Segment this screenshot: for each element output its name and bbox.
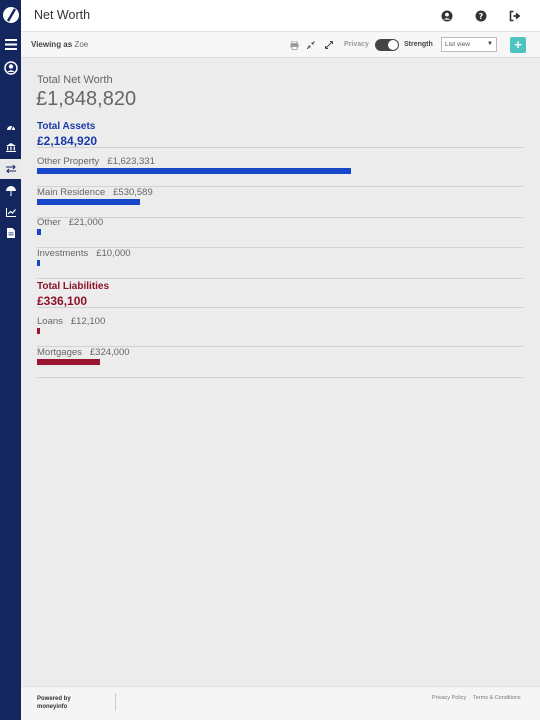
powered-by-line1: Powered by <box>37 696 71 702</box>
privacy-policy-link[interactable]: Privacy Policy <box>432 695 467 701</box>
asset-row[interactable]: Investments £10,000 <box>37 248 523 279</box>
liability-bar <box>37 358 100 365</box>
asset-amount: £10,000 <box>96 247 131 259</box>
chevron-down-icon: ▼ <box>487 41 493 47</box>
profile-icon[interactable] <box>0 60 21 76</box>
liabilities-divider <box>37 307 523 308</box>
total-net-worth-label: Total Net Worth <box>37 74 113 86</box>
privacy-label: Privacy <box>344 41 369 48</box>
liability-bar <box>37 328 40 334</box>
liability-row[interactable]: Mortgages £324,000 <box>37 347 523 378</box>
asset-row-label: Other Property £1,623,331 <box>37 156 155 167</box>
top-bar: Net Worth ? <box>21 0 540 32</box>
asset-bar <box>37 198 140 205</box>
asset-row[interactable]: Other £21,000 <box>37 217 523 248</box>
add-button[interactable]: + <box>510 37 526 53</box>
liability-row-label: Loans £12,100 <box>37 316 105 327</box>
asset-name: Main Residence <box>37 186 106 198</box>
view-select[interactable]: List view ▼ <box>441 37 497 52</box>
asset-name: Other Property <box>37 156 100 167</box>
viewing-label: Viewing as <box>31 40 73 49</box>
asset-bar <box>37 259 40 266</box>
sidebar <box>0 0 21 720</box>
asset-amount: £530,589 <box>113 186 153 198</box>
liability-amount: £12,100 <box>70 316 106 327</box>
asset-row-label: Main Residence £530,589 <box>37 187 153 198</box>
bank-icon[interactable] <box>0 140 21 154</box>
transfer-icon[interactable] <box>0 159 21 179</box>
viewing-as[interactable]: Viewing as Zoe <box>31 40 88 49</box>
expand-icon[interactable] <box>324 40 334 50</box>
asset-bar <box>37 168 351 174</box>
privacy-strength-toggle[interactable] <box>375 39 399 51</box>
powered-by-line2: moneyinfo <box>37 704 68 710</box>
liability-name: Mortgages <box>37 346 82 358</box>
shrink-icon[interactable] <box>306 40 316 50</box>
asset-name: Other <box>37 217 61 228</box>
total-net-worth-value: £1,848,820 <box>36 88 137 110</box>
liability-amount: £324,000 <box>89 346 130 358</box>
liability-name: Loans <box>37 316 63 327</box>
liability-row[interactable]: Loans £12,100 <box>37 316 523 347</box>
footer-separator <box>115 693 116 711</box>
asset-amount: £1,623,331 <box>107 156 155 167</box>
view-select-value: List view <box>445 41 470 48</box>
total-assets-title: Total Assets <box>37 121 96 132</box>
assets-divider <box>37 147 523 148</box>
asset-amount: £21,000 <box>68 217 104 228</box>
asset-name: Investments <box>37 247 89 259</box>
svg-text:?: ? <box>479 12 484 21</box>
asset-row[interactable]: Main Residence £530,589 <box>37 187 523 218</box>
liability-row-label: Mortgages £324,000 <box>37 347 130 358</box>
asset-row[interactable]: Other Property £1,623,331 <box>37 156 523 187</box>
footer: Powered by moneyinfo Privacy Policy Term… <box>21 686 540 720</box>
asset-row-label: Investments £10,000 <box>37 248 131 259</box>
asset-row-label: Other £21,000 <box>37 217 103 228</box>
help-icon[interactable]: ? <box>474 9 488 23</box>
document-icon[interactable] <box>0 226 21 240</box>
strength-label: Strength <box>404 41 433 48</box>
viewing-name: Zoe <box>74 40 89 49</box>
toggle-knob <box>388 40 398 50</box>
dashboard-icon[interactable] <box>0 120 21 134</box>
total-liabilities-value: £336,100 <box>37 294 88 308</box>
user-icon[interactable] <box>440 9 454 23</box>
terms-link[interactable]: Terms & Conditions <box>473 695 521 701</box>
menu-icon[interactable] <box>0 36 21 52</box>
umbrella-icon[interactable] <box>0 184 21 198</box>
total-liabilities-title: Total Liabilities <box>37 281 110 292</box>
logout-icon[interactable] <box>508 9 522 23</box>
print-icon[interactable] <box>289 40 299 50</box>
page-title: Net Worth <box>34 8 91 22</box>
toolbar: Viewing as Zoe Privacy Strength List vie… <box>21 32 540 58</box>
powered-by: Powered by moneyinfo <box>37 695 71 711</box>
chart-icon[interactable] <box>0 205 21 219</box>
app-logo-icon[interactable] <box>0 0 21 30</box>
asset-bar <box>37 229 41 235</box>
total-assets-value: £2,184,920 <box>37 134 98 148</box>
